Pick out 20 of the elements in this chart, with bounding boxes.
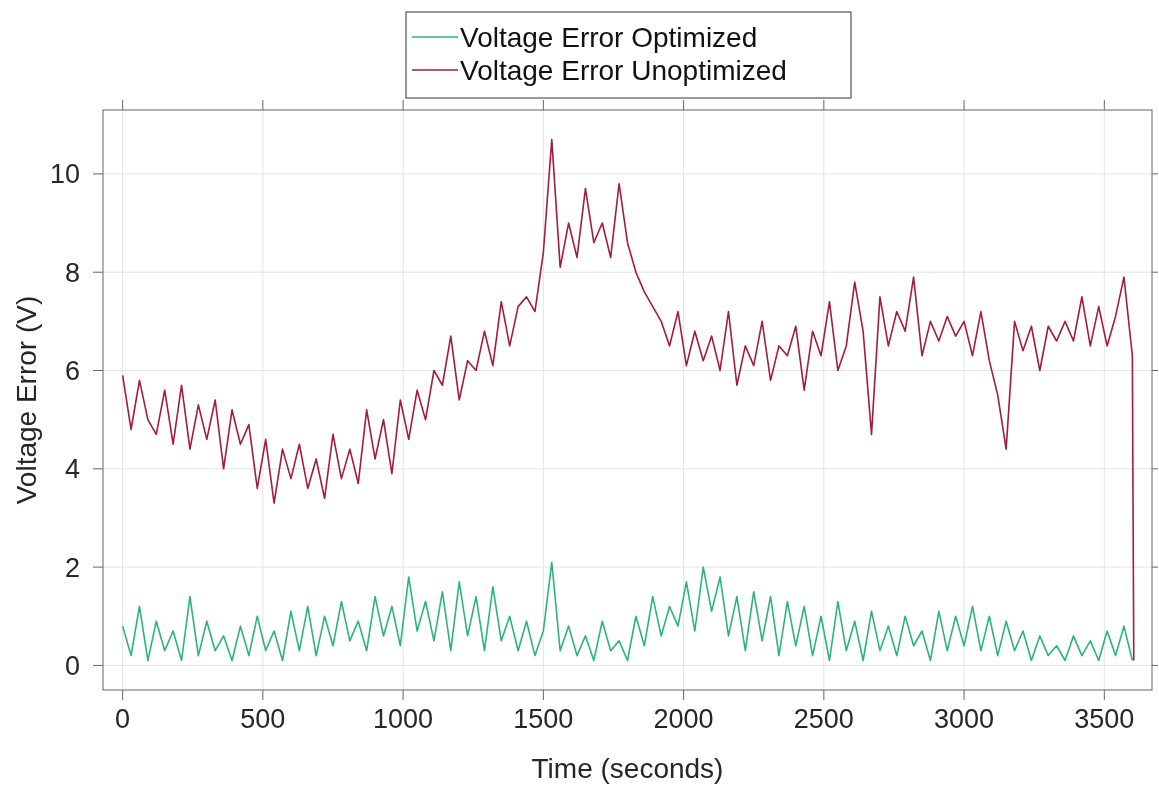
x-axis-title: Time (seconds)	[531, 753, 724, 784]
x-tick-label: 3000	[934, 704, 995, 734]
line-series	[121, 561, 1134, 662]
legend-label: Voltage Error Unoptimized	[460, 54, 787, 86]
legend-label: Voltage Error Optimized	[460, 21, 758, 53]
x-tick-label: 2000	[653, 704, 714, 734]
x-tick-label: 500	[240, 704, 286, 734]
y-tick-label: 6	[64, 355, 80, 386]
x-tick-label: 1000	[373, 704, 434, 734]
x-tick-label: 2500	[793, 704, 854, 734]
y-tick-label: 10	[49, 159, 80, 190]
line-series	[121, 138, 1135, 662]
y-tick-label: 4	[64, 454, 80, 485]
x-tick-label: 0	[115, 704, 131, 734]
y-axis-title: Voltage Error (V)	[11, 295, 42, 505]
x-tick-label: 1500	[513, 704, 574, 734]
y-tick-label: 8	[64, 257, 80, 288]
y-tick-label: 2	[64, 552, 80, 583]
x-tick-label: 3500	[1074, 704, 1135, 734]
y-tick-label: 0	[64, 650, 80, 681]
